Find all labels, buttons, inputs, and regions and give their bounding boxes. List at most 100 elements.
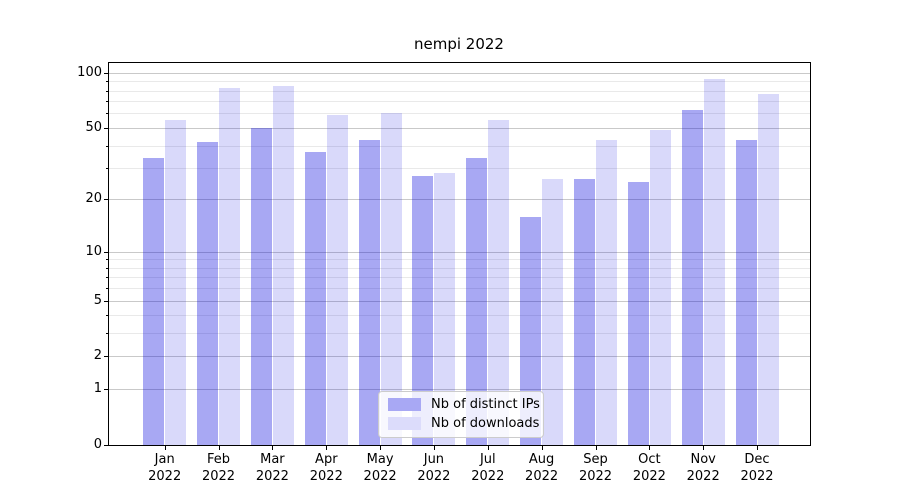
gridline-minor: [109, 267, 810, 269]
bar-downloads-dec: [757, 93, 779, 445]
x-tick-label: Feb 2022: [184, 451, 254, 485]
x-tick-mark: [595, 446, 597, 450]
y-tick-label: 50: [85, 119, 102, 135]
gridline-minor: [109, 101, 810, 103]
legend-item-distinct-ips: Nb of distinct IPs: [388, 397, 540, 412]
x-tick-year: 2022: [417, 469, 451, 484]
x-tick-label: Jun 2022: [399, 451, 469, 485]
x-tick-mark: [541, 446, 543, 450]
gridline-major: [109, 389, 810, 391]
y-tick-mark-minor: [105, 81, 108, 83]
bar-downloads-mar: [272, 85, 294, 445]
x-tick-mark: [757, 446, 758, 450]
x-tick-label: Dec 2022: [722, 451, 792, 485]
x-tick-year: 2022: [525, 469, 559, 484]
bar-distinct-ips-jan: [143, 158, 165, 445]
x-tick-label: Aug 2022: [507, 451, 577, 485]
y-tick-mark-minor: [105, 145, 108, 147]
y-tick-mark-minor: [105, 259, 108, 261]
x-tick-mark: [218, 446, 220, 450]
bar-downloads-apr: [326, 114, 348, 445]
x-tick-label: Oct 2022: [614, 451, 684, 485]
y-tick-mark: [104, 72, 108, 74]
x-tick-mark: [164, 446, 166, 450]
bar-distinct-ips-dec: [735, 139, 757, 445]
gridline-major: [109, 127, 810, 129]
x-tick-mark: [380, 446, 382, 450]
y-tick-mark: [104, 445, 108, 446]
legend-swatch-distinct-ips: [388, 398, 421, 411]
bar-distinct-ips-may: [358, 139, 380, 445]
x-tick-year: 2022: [201, 469, 236, 484]
bar-downloads-oct: [649, 129, 671, 445]
x-tick-label: Sep 2022: [561, 451, 631, 485]
bar-distinct-ips-mar: [250, 127, 272, 445]
x-tick-month: Sep: [583, 452, 608, 467]
x-tick-year: 2022: [148, 469, 182, 484]
legend-label-downloads: Nb of downloads: [431, 416, 540, 431]
x-tick-month: Apr: [315, 452, 338, 467]
gridline-minor: [109, 90, 810, 92]
x-tick-mark: [487, 446, 489, 450]
gridline-major: [109, 199, 810, 201]
gridline-major: [109, 72, 810, 74]
x-tick-mark: [326, 446, 328, 450]
x-tick-month: Feb: [206, 452, 231, 467]
x-tick-label: Jan 2022: [130, 451, 200, 485]
legend-item-downloads: Nb of downloads: [388, 416, 539, 431]
y-tick-mark-minor: [105, 101, 108, 103]
bar-downloads-may: [380, 113, 402, 445]
gridline-minor: [109, 288, 810, 290]
bar-distinct-ips-jul: [466, 158, 488, 445]
y-tick-label: 2: [93, 348, 102, 364]
y-tick-mark: [104, 251, 108, 253]
x-tick-mark: [649, 446, 651, 450]
y-tick-mark: [104, 300, 108, 302]
x-tick-month: Oct: [638, 452, 661, 467]
bar-downloads-sep: [596, 139, 617, 445]
bar-distinct-ips-apr: [304, 151, 326, 445]
legend-swatch-downloads: [388, 417, 421, 430]
gridline-minor: [109, 333, 810, 335]
legend: Nb of distinct IPs Nb of downloads: [378, 391, 544, 438]
gridline-minor: [109, 259, 810, 261]
y-tick-label: 1: [93, 381, 102, 397]
x-tick-month: May: [366, 452, 394, 467]
x-tick-mark: [703, 446, 705, 450]
bar-downloads-nov: [703, 78, 725, 445]
gridline-major: [109, 300, 810, 302]
x-tick-year: 2022: [309, 469, 343, 484]
legend-label-distinct-ips: Nb of distinct IPs: [431, 397, 540, 412]
gridline-minor: [109, 277, 810, 279]
bar-distinct-ips-feb: [197, 141, 218, 445]
x-tick-year: 2022: [255, 469, 289, 484]
x-tick-mark: [433, 446, 435, 450]
x-tick-year: 2022: [578, 469, 613, 484]
y-tick-mark: [104, 199, 108, 201]
y-tick-label: 20: [85, 191, 102, 207]
gridline-major: [109, 251, 810, 253]
x-tick-label: Nov 2022: [668, 451, 738, 485]
bar-distinct-ips-oct: [627, 182, 649, 445]
x-tick-month: Dec: [744, 452, 770, 467]
gridline-minor: [109, 113, 810, 115]
x-tick-month: Mar: [260, 452, 285, 467]
bar-downloads-aug: [542, 179, 564, 445]
y-tick-label: 0: [93, 437, 102, 452]
bar-downloads-feb: [219, 87, 240, 445]
x-tick-year: 2022: [740, 469, 774, 484]
y-tick-mark-minor: [105, 277, 108, 279]
x-tick-label: May 2022: [345, 451, 415, 485]
chart-title: nempi 2022: [414, 35, 504, 53]
y-tick-label: 10: [85, 243, 102, 259]
y-tick-mark-minor: [105, 113, 108, 115]
x-tick-mark: [272, 446, 274, 450]
x-tick-month: Aug: [528, 452, 555, 467]
y-tick-mark-minor: [105, 315, 108, 317]
gridline-minor: [109, 145, 810, 147]
y-tick-mark-minor: [105, 90, 108, 92]
y-tick-label: 100: [77, 64, 102, 80]
x-tick-month: Jan: [154, 452, 175, 467]
y-tick-mark-minor: [105, 168, 108, 169]
